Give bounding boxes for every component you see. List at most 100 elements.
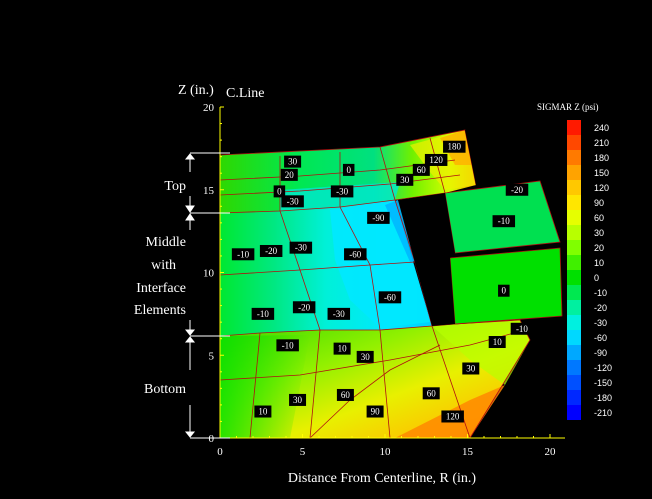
legend-level-label: -210 (594, 408, 612, 418)
contour-label-text: 20 (285, 170, 295, 180)
legend-level-label: 90 (594, 198, 604, 208)
legend-swatch (567, 285, 581, 300)
contour-label: 30 (357, 351, 374, 363)
contour-label-text: -20 (265, 246, 277, 256)
legend-level-label: -60 (594, 333, 607, 343)
contour-label-text: -10 (498, 216, 510, 226)
contour-label-text: -90 (372, 213, 384, 223)
legend-swatch (567, 225, 581, 240)
y-tick-label: 15 (203, 185, 215, 197)
legend-level-label: 150 (594, 168, 609, 178)
contour-label: 30 (289, 394, 306, 406)
contour-label-text: 0 (502, 286, 507, 296)
y-tick-label: 10 (203, 268, 215, 280)
contour-label-text: 120 (429, 155, 443, 165)
contour-label-text: 30 (288, 157, 298, 167)
x-axis-title: Distance From Centerline, R (in.) (288, 471, 477, 486)
contour-label-text: 180 (448, 142, 462, 152)
contour-label: 60 (423, 387, 440, 399)
legend-title: SIGMAR Z (psi) (537, 102, 599, 112)
legend-level-label: 30 (594, 228, 604, 238)
legend-swatch (567, 300, 581, 315)
contour-label: 180 (443, 141, 466, 153)
contour-label: -90 (367, 212, 390, 224)
contour-label-text: -20 (298, 302, 310, 312)
legend-level-label: -20 (594, 303, 607, 313)
contour-label-text: 30 (466, 363, 476, 373)
contour-label: -20 (506, 184, 529, 196)
legend-swatch (567, 390, 581, 405)
x-tick-label: 0 (217, 446, 223, 458)
contour-label: 60 (413, 164, 430, 176)
legend-swatch (567, 210, 581, 225)
legend-level-label: -180 (594, 393, 612, 403)
legend-level-label: -30 (594, 318, 607, 328)
legend-swatch (567, 270, 581, 285)
legend-swatch (567, 255, 581, 270)
contour-label: 20 (281, 169, 298, 181)
contour-label: 0 (498, 285, 510, 297)
contour-label-text: 0 (346, 165, 351, 175)
contour-label: -10 (276, 339, 299, 351)
legend-swatch (567, 405, 581, 420)
contour-label-text: -10 (257, 309, 269, 319)
x-tick-label: 15 (462, 446, 474, 458)
legend-swatch (567, 330, 581, 345)
legend-swatch (567, 180, 581, 195)
legend-level-label: -10 (594, 288, 607, 298)
legend-swatch (567, 195, 581, 210)
contour-label-text: 90 (371, 407, 381, 417)
contour-label-text: -60 (384, 292, 396, 302)
contour-label-text: 120 (446, 411, 460, 421)
legend-swatch (567, 120, 581, 135)
x-tick-label: 5 (300, 446, 306, 458)
contour-label: -10 (232, 248, 255, 260)
contour-label: 10 (489, 336, 506, 348)
legend-level-label: -150 (594, 378, 612, 388)
contour-label-text: 60 (341, 390, 351, 400)
region-label-top: Top (164, 179, 186, 194)
contour-label: -60 (379, 291, 402, 303)
contour-label: 30 (396, 174, 413, 186)
contour-label: 10 (254, 406, 271, 418)
contour-label-text: -60 (349, 249, 361, 259)
legend-swatch (567, 135, 581, 150)
legend-swatch (567, 360, 581, 375)
y-axis-title: Z (in.) (178, 83, 214, 98)
contour-label-text: 10 (493, 337, 503, 347)
legend-swatch (567, 345, 581, 360)
contour-label-text: -30 (295, 243, 307, 253)
x-tick-label: 10 (380, 446, 392, 458)
region-label-elements: Elements (134, 303, 186, 318)
legend-level-label: -120 (594, 363, 612, 373)
legend-level-label: 120 (594, 183, 609, 193)
y-tick-label: 0 (209, 433, 215, 445)
contour-label: -20 (293, 301, 316, 313)
contour-label-text: 30 (400, 175, 410, 185)
contour-label-text: -30 (336, 186, 348, 196)
contour-label: -10 (511, 323, 534, 335)
contour-label: -10 (252, 308, 275, 320)
legend-level-label: -90 (594, 348, 607, 358)
contour-label: -30 (290, 242, 313, 254)
contour-label: -20 (260, 245, 283, 257)
contour-label: -10 (493, 215, 516, 227)
contour-label: -60 (344, 248, 367, 260)
contour-label: -30 (328, 308, 351, 320)
x-tick-label: 20 (545, 446, 557, 458)
y-tick-label: 5 (209, 350, 215, 362)
contour-label-text: -30 (333, 309, 345, 319)
contour-label-text: -30 (287, 196, 299, 206)
y-tick-label: 20 (203, 102, 215, 114)
contour-label-text: 10 (258, 407, 268, 417)
contour-label: 90 (367, 406, 384, 418)
legend-level-label: 10 (594, 258, 604, 268)
contour-label: 10 (334, 343, 351, 355)
contour-label: 30 (284, 156, 301, 168)
legend-swatch (567, 315, 581, 330)
region-label-interface: Interface (136, 281, 186, 296)
contour-label: -30 (331, 185, 354, 197)
contour-label: 0 (343, 164, 355, 176)
legend-level-label: 20 (594, 243, 604, 253)
region-label-with: with (151, 258, 176, 273)
